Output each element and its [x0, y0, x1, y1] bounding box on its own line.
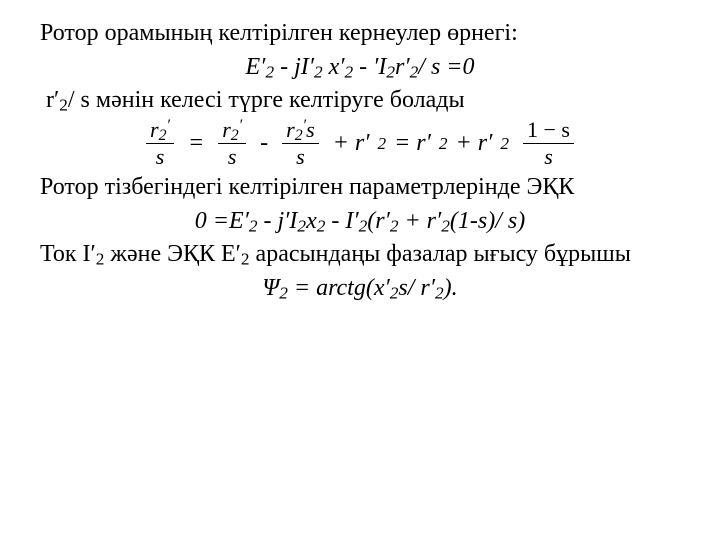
fraction-4: 1 − s s — [523, 119, 574, 168]
text: / s мәнiн келесi түрге келтiруге болады — [68, 87, 465, 113]
t: ). — [444, 275, 458, 301]
t: r — [222, 117, 231, 142]
sub: 2 — [386, 62, 395, 81]
sub: 2 — [410, 62, 419, 81]
numerator: r2′s — [282, 119, 319, 141]
sub: 2 — [265, 62, 274, 81]
t: (1-s)/ s) — [450, 208, 525, 234]
text: r′ — [46, 87, 59, 113]
equation-3: 0 =Е′2 - j′I2x2 - I′2(r′2 + r′2(1-s)/ s) — [40, 206, 680, 238]
equation-2: r2′ s = r2′ s - r2′s s + r′2 = r′2 + r′2… — [40, 119, 680, 168]
text: Ротор тiзбегiндегi келтiрiлген параметрл… — [40, 174, 574, 200]
eq-text: Е′ — [246, 54, 266, 80]
t: Ψ — [262, 275, 279, 301]
eq-op: = — [188, 128, 204, 160]
sub: 2 — [159, 127, 167, 144]
eq-op: - — [260, 128, 268, 160]
eq-text: - ′I — [353, 54, 386, 80]
t: (r′ — [367, 208, 390, 234]
sup: ′ — [239, 117, 242, 134]
sup: ′ — [167, 117, 170, 134]
fraction-1: r2′ s — [146, 119, 174, 168]
t: s — [306, 117, 315, 142]
eq-text: / s =0 — [418, 54, 474, 80]
text: Ротор орамының келтiрiлген кернеулер өрн… — [40, 20, 518, 46]
denominator: s — [292, 146, 309, 168]
sub: 2 — [345, 62, 354, 81]
t: s/ r′ — [398, 275, 435, 301]
t: Ток I′ — [40, 241, 96, 267]
sub: 2 — [249, 216, 258, 235]
equation-1: Е′2 - jІ′2 x′2 - ′I2r′2/ s =0 — [40, 52, 680, 84]
equation-4: Ψ2 = arctg(x′2s/ r′2). — [40, 273, 680, 305]
sub: 2 — [314, 62, 323, 81]
paragraph-4: Ток I′2 және ЭҚК Е′2 арасындаңы фазалар … — [40, 239, 680, 271]
fraction-2: r2′ s — [218, 119, 246, 168]
document-body: Ротор орамының келтiрiлген кернеулер өрн… — [40, 18, 680, 305]
sub: 2 — [59, 96, 68, 115]
sub: 2 — [279, 283, 288, 302]
paragraph-2: r′2/ s мәнiн келесi түрге келтiруге бола… — [40, 85, 680, 117]
denominator: s — [152, 146, 169, 168]
eq-text: r′ — [395, 54, 410, 80]
paragraph-3: Ротор тiзбегiндегi келтiрiлген параметрл… — [40, 172, 680, 204]
t: + r′ — [398, 208, 441, 234]
numerator: r2′ — [218, 119, 246, 141]
t: + r′ — [456, 128, 493, 160]
sub: 2 — [231, 127, 239, 144]
denominator: s — [224, 146, 241, 168]
eq-rhs: + r′2 = r′2 + r′2 — [333, 128, 509, 160]
numerator: 1 − s — [523, 119, 574, 141]
sub: 2 — [359, 216, 368, 235]
t: r — [150, 117, 159, 142]
t: арасындаңы фазалар ығысу бұрышы — [250, 241, 631, 267]
t: және ЭҚК Е′ — [104, 241, 241, 267]
sub: 2 — [295, 127, 303, 144]
t: 0 =Е′ — [195, 208, 249, 234]
eq-text: - jІ′ — [274, 54, 314, 80]
denominator: s — [540, 146, 557, 168]
t: - j′I — [258, 208, 298, 234]
t: + r′ — [333, 128, 370, 160]
fraction-3: r2′s s — [282, 119, 319, 168]
t: x — [306, 208, 317, 234]
paragraph-1: Ротор орамының келтiрiлген кернеулер өрн… — [40, 18, 680, 50]
sub: 2 — [241, 250, 250, 269]
t: = arctg(x′ — [288, 275, 390, 301]
t: r — [286, 117, 295, 142]
numerator: r2′ — [146, 119, 174, 141]
t: = r′ — [394, 128, 431, 160]
sub: 2 — [441, 216, 450, 235]
sub: 2 — [297, 216, 306, 235]
eq-text: x′ — [323, 54, 345, 80]
sub: 2 — [435, 283, 444, 302]
t: - I′ — [325, 208, 358, 234]
